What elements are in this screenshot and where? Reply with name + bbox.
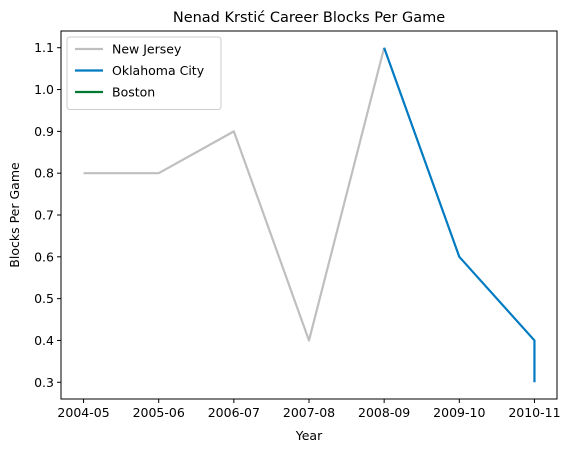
y-tick-label: 1.1 — [34, 40, 54, 55]
series-line-0 — [83, 47, 386, 342]
y-tick-label: 0.4 — [34, 333, 54, 348]
chart-title: Nenad Krstić Career Blocks Per Game — [173, 10, 445, 26]
x-tick-label: 2010-11 — [508, 405, 560, 420]
y-tick-label: 1.0 — [34, 82, 54, 97]
legend-label: New Jersey — [112, 42, 182, 57]
x-tick-label: 2007-08 — [283, 405, 335, 420]
x-tick-label: 2004-05 — [57, 405, 109, 420]
legend-label: Oklahoma City — [112, 63, 205, 78]
x-tick-label: 2009-10 — [433, 405, 485, 420]
series-line-1 — [383, 47, 536, 383]
y-axis-label: Blocks Per Game — [7, 162, 22, 268]
y-tick-label: 0.9 — [34, 124, 54, 139]
y-tick-label: 0.6 — [34, 249, 54, 264]
x-axis-label: Year — [295, 428, 323, 443]
plot-area: 2004-05 2005-06 2006-07 2007-08 2008-09 2009-… — [34, 30, 561, 420]
x-tick-label: 2006-07 — [208, 405, 260, 420]
x-tick-label: 2005-06 — [133, 405, 185, 420]
y-tick-label: 0.3 — [34, 375, 54, 390]
legend — [66, 36, 222, 110]
x-tick-label: 2008-09 — [358, 405, 410, 420]
y-tick-label: 0.7 — [34, 208, 54, 223]
legend-label: Boston — [112, 85, 155, 100]
y-tick-label: 0.8 — [34, 166, 54, 181]
y-tick-label: 0.5 — [34, 291, 54, 306]
